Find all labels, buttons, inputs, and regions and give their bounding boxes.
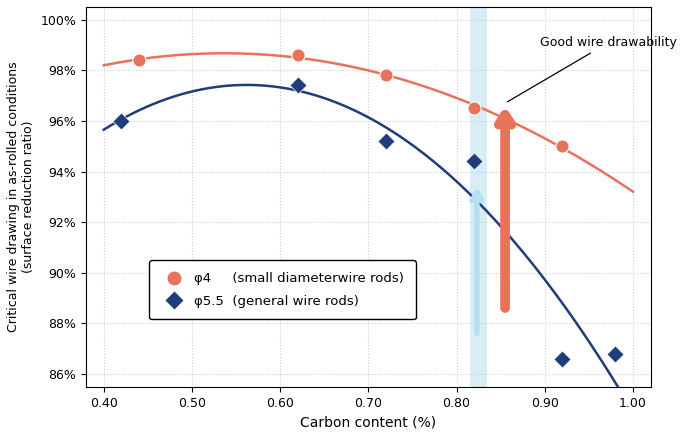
Point <box>380 138 391 145</box>
Point <box>293 82 304 89</box>
Point <box>469 158 480 165</box>
Point <box>557 143 568 150</box>
Point <box>116 117 127 124</box>
Point <box>133 57 144 64</box>
Text: Good wire drawability: Good wire drawability <box>507 36 678 102</box>
Y-axis label: Critical wire drawing in as-rolled conditions
(surface reduction ratio): Critical wire drawing in as-rolled condi… <box>7 61 35 332</box>
Bar <box>470 7 487 387</box>
Legend: φ4     (small diameterwire rods), φ5.5  (general wire rods): φ4 (small diameterwire rods), φ5.5 (gene… <box>149 260 416 320</box>
Point <box>610 351 621 358</box>
Point <box>380 72 391 79</box>
Point <box>557 355 568 362</box>
Point <box>293 51 304 58</box>
Point <box>469 105 480 112</box>
X-axis label: Carbon content (%): Carbon content (%) <box>300 415 436 429</box>
